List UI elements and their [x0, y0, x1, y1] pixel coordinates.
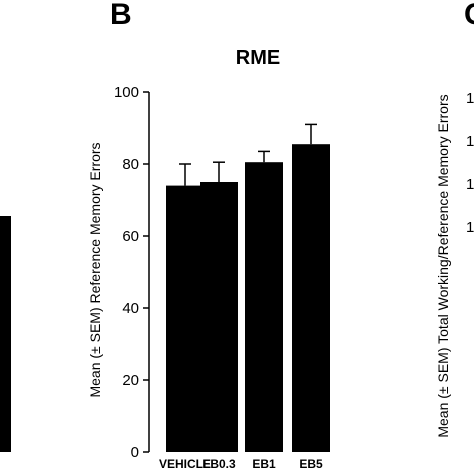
category-label: EB1 [252, 457, 276, 471]
next-panel-tick-fragment: 12 [466, 176, 474, 193]
y-tick-label: 40 [122, 300, 139, 317]
y-tick-label: 20 [122, 372, 139, 389]
next-panel-letter-fragment: C [464, 0, 474, 31]
bar [292, 144, 330, 452]
y-tick-label: 100 [114, 84, 139, 101]
next-panel-tick-fragment: 16 [466, 90, 474, 107]
previous-panel-bar-edge [0, 216, 11, 452]
bar [245, 162, 283, 452]
panel-letter: B [110, 0, 132, 31]
bars [166, 123, 330, 452]
y-axis-label: Mean (± SEM) Reference Memory Errors [87, 142, 103, 397]
next-panel-tick-fragment: 1 [466, 219, 474, 236]
category-label: EB0.3 [202, 457, 236, 471]
next-panel-y-axis-label-fragment: Mean (± SEM) Total Working/Reference Mem… [435, 94, 451, 437]
chart-title: RME [236, 47, 280, 69]
next-panel-ticks-fragment: 16 14 12 1 [466, 90, 474, 236]
category-label: VEHICLE [159, 457, 211, 471]
y-axis-ticks: 0 20 40 60 80 100 [114, 84, 149, 461]
y-tick-label: 0 [131, 444, 139, 461]
bar [166, 185, 204, 452]
bar [200, 182, 238, 452]
y-tick-label: 60 [122, 228, 139, 245]
category-label: EB5 [299, 457, 323, 471]
y-tick-label: 80 [122, 156, 139, 173]
next-panel-tick-fragment: 14 [466, 133, 474, 150]
